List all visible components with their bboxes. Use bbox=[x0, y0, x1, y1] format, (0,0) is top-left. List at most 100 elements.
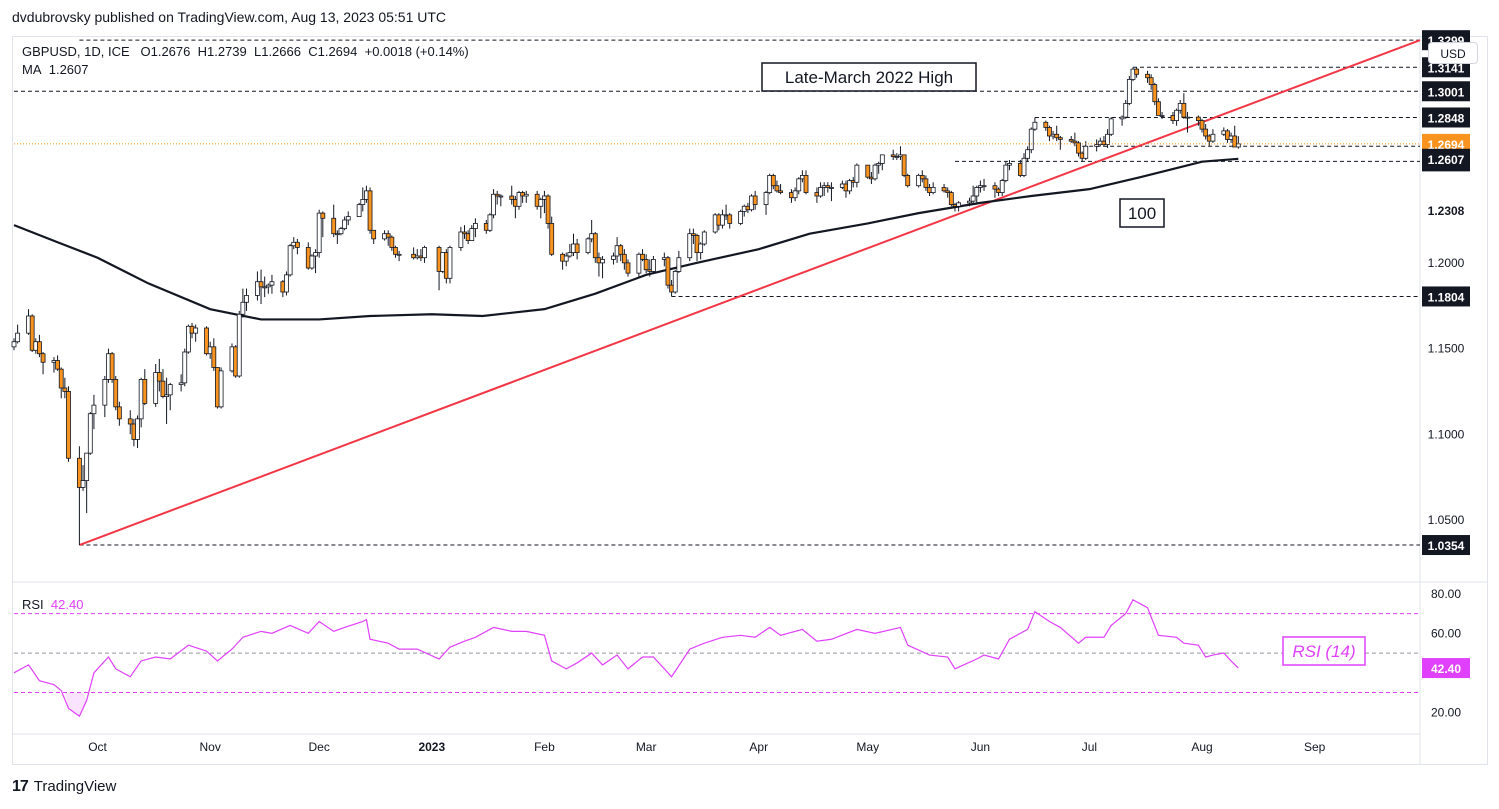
candle[interactable] bbox=[1047, 125, 1052, 142]
candle[interactable] bbox=[236, 310, 242, 378]
candle[interactable] bbox=[371, 229, 377, 244]
ma-100-line[interactable] bbox=[13, 157, 1239, 321]
candle[interactable] bbox=[941, 184, 947, 193]
candle[interactable] bbox=[1174, 108, 1179, 126]
candle[interactable] bbox=[218, 367, 224, 409]
candle[interactable] bbox=[825, 182, 831, 193]
candle[interactable] bbox=[393, 245, 398, 258]
candle[interactable] bbox=[62, 377, 68, 399]
candle[interactable] bbox=[643, 254, 649, 274]
candle[interactable] bbox=[1119, 115, 1125, 126]
candle[interactable] bbox=[55, 355, 60, 371]
candle[interactable] bbox=[621, 249, 627, 270]
candle[interactable] bbox=[1021, 153, 1027, 178]
candle[interactable] bbox=[87, 412, 93, 455]
candle[interactable] bbox=[1123, 100, 1129, 119]
candle[interactable] bbox=[356, 202, 362, 217]
candle[interactable] bbox=[854, 163, 860, 188]
candle[interactable] bbox=[164, 377, 169, 424]
candle[interactable] bbox=[342, 216, 348, 231]
candle[interactable] bbox=[84, 452, 90, 514]
candle[interactable] bbox=[865, 164, 871, 179]
candle[interactable] bbox=[676, 250, 682, 274]
candle[interactable] bbox=[1007, 160, 1012, 171]
candle[interactable] bbox=[847, 178, 853, 195]
candle[interactable] bbox=[1199, 118, 1205, 133]
candle[interactable] bbox=[1134, 67, 1140, 78]
candle[interactable] bbox=[240, 288, 246, 318]
candle[interactable] bbox=[923, 175, 929, 191]
candle[interactable] bbox=[367, 187, 373, 234]
candle[interactable] bbox=[262, 276, 268, 298]
candle[interactable] bbox=[974, 185, 980, 203]
candle[interactable] bbox=[396, 250, 402, 262]
candle[interactable] bbox=[1028, 127, 1034, 154]
rsi-line[interactable] bbox=[13, 598, 1239, 718]
candle[interactable] bbox=[890, 149, 896, 160]
candle[interactable] bbox=[76, 446, 82, 546]
candle[interactable] bbox=[182, 348, 188, 387]
candle[interactable] bbox=[778, 184, 783, 195]
symbol-name[interactable]: GBPUSD, 1D, ICE bbox=[22, 44, 130, 59]
candle[interactable] bbox=[1152, 82, 1158, 106]
candle[interactable] bbox=[185, 324, 191, 354]
candle[interactable] bbox=[15, 324, 21, 344]
ma-header[interactable]: MA 1.2607 bbox=[22, 62, 89, 77]
candle[interactable] bbox=[1210, 129, 1216, 143]
candle[interactable] bbox=[1105, 129, 1110, 148]
candle[interactable] bbox=[1181, 93, 1187, 119]
candle[interactable] bbox=[720, 209, 725, 229]
candle[interactable] bbox=[701, 230, 707, 246]
candle[interactable] bbox=[127, 410, 133, 435]
candle[interactable] bbox=[309, 254, 315, 270]
candle[interactable] bbox=[11, 338, 17, 351]
candle[interactable] bbox=[1094, 139, 1100, 152]
candle[interactable] bbox=[334, 230, 340, 244]
candle[interactable] bbox=[345, 211, 351, 226]
candle[interactable] bbox=[665, 256, 671, 289]
candle[interactable] bbox=[338, 226, 344, 236]
candle[interactable] bbox=[160, 369, 166, 399]
support-trendline[interactable] bbox=[79, 39, 1421, 546]
candle[interactable] bbox=[567, 244, 573, 258]
candle[interactable] bbox=[956, 201, 961, 212]
candle[interactable] bbox=[516, 190, 522, 210]
candle[interactable] bbox=[244, 288, 249, 311]
candle[interactable] bbox=[636, 252, 642, 277]
candle[interactable] bbox=[618, 244, 624, 262]
candle[interactable] bbox=[1068, 136, 1074, 143]
candle[interactable] bbox=[66, 386, 71, 462]
candle[interactable] bbox=[1156, 98, 1161, 116]
candle[interactable] bbox=[1025, 146, 1031, 162]
candle[interactable] bbox=[1108, 117, 1114, 136]
candle[interactable] bbox=[135, 415, 140, 448]
candle[interactable] bbox=[113, 376, 119, 411]
candle[interactable] bbox=[792, 187, 798, 202]
candle[interactable] bbox=[473, 218, 478, 238]
candle[interactable] bbox=[1003, 161, 1009, 183]
candle[interactable] bbox=[574, 238, 580, 260]
candle[interactable] bbox=[447, 245, 453, 284]
candle[interactable] bbox=[1232, 125, 1238, 148]
candle[interactable] bbox=[331, 204, 337, 238]
candle[interactable] bbox=[901, 154, 907, 178]
candle[interactable] bbox=[970, 185, 976, 205]
candle[interactable] bbox=[698, 242, 704, 260]
candle[interactable] bbox=[752, 190, 758, 210]
candle[interactable] bbox=[651, 256, 656, 274]
candle[interactable] bbox=[509, 185, 515, 205]
candle[interactable] bbox=[258, 269, 264, 304]
candle[interactable] bbox=[1195, 115, 1201, 126]
candle[interactable] bbox=[796, 177, 802, 195]
candle[interactable] bbox=[948, 190, 954, 207]
candle[interactable] bbox=[523, 190, 529, 203]
candle[interactable] bbox=[91, 394, 97, 430]
candle[interactable] bbox=[999, 178, 1005, 196]
candle[interactable] bbox=[1185, 112, 1190, 133]
candle[interactable] bbox=[1203, 124, 1209, 140]
candle[interactable] bbox=[153, 364, 159, 407]
candle[interactable] bbox=[803, 170, 809, 195]
candle[interactable] bbox=[1076, 141, 1081, 157]
candle[interactable] bbox=[80, 465, 86, 491]
candle[interactable] bbox=[538, 197, 544, 219]
